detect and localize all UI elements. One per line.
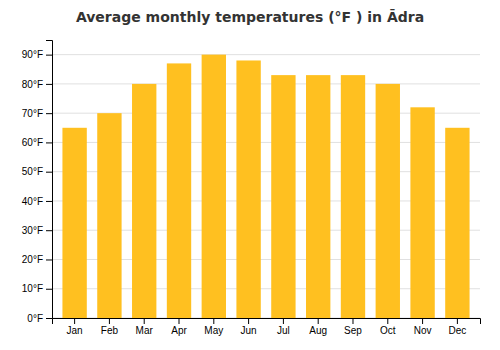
x-tick: Mar (136, 318, 154, 336)
x-tick-label: Feb (101, 325, 119, 336)
y-tick: 20°F (22, 254, 52, 265)
y-tick-mark (46, 113, 52, 114)
bar (202, 55, 226, 318)
x-tick-label: Apr (171, 325, 187, 336)
bar (97, 113, 121, 318)
y-tick: 60°F (22, 137, 52, 148)
chart: Jan Feb Mar Apr May Jun Jul Aug Sep Oct Nov Dec 0°F 1… (0, 0, 500, 350)
x-tick: Feb (101, 318, 119, 336)
y-tick-label: 50°F (22, 166, 43, 177)
grid-line (52, 54, 480, 55)
x-tick: Aug (309, 318, 327, 336)
x-tick-mark (457, 318, 458, 324)
bar (167, 63, 191, 318)
y-tick-mark (46, 172, 52, 173)
x-tick-mark (144, 318, 145, 324)
x-tick: Nov (414, 318, 432, 336)
y-tick-label: 90°F (22, 49, 43, 60)
y-axis: 0°F 10°F 20°F 30°F 40°F 50°F 60°F 70°F 80°F 90°F (22, 41, 53, 324)
bar (236, 60, 260, 318)
bar (306, 75, 330, 318)
x-tick: Jul (277, 318, 290, 336)
bar (62, 128, 86, 318)
plot: Jan Feb Mar Apr May Jun Jul Aug Sep Oct Nov Dec 0°F 1… (22, 41, 481, 337)
x-tick-label: Oct (380, 325, 396, 336)
title: Average monthly temperatures (°F ) in Ād… (76, 8, 424, 25)
grid-line (52, 83, 480, 84)
x-tick: Jan (67, 318, 83, 336)
x-tick-mark (109, 318, 110, 324)
y-tick: 10°F (22, 283, 52, 294)
y-tick-mark (46, 84, 52, 85)
y-tick-mark (46, 259, 52, 260)
y-tick: 80°F (22, 79, 52, 90)
x-tick: May (204, 318, 223, 336)
y-tick-label: 40°F (22, 196, 43, 207)
x-tick: Dec (448, 318, 466, 336)
x-tick-label: Nov (414, 325, 432, 336)
x-tick-label: Mar (136, 325, 154, 336)
x-tick-mark (387, 318, 388, 324)
bars (62, 55, 469, 318)
x-axis-line (53, 319, 481, 325)
x-tick-mark (74, 318, 75, 324)
bar (132, 84, 156, 318)
y-axis-line (46, 41, 53, 319)
y-tick: 50°F (22, 166, 52, 177)
y-tick-mark (46, 318, 52, 319)
y-tick-label: 10°F (22, 283, 43, 294)
y-tick-mark (46, 230, 52, 231)
bar (410, 107, 434, 318)
x-tick-mark (248, 318, 249, 324)
x-tick-label: Jun (241, 325, 257, 336)
bar (445, 128, 469, 318)
bar (271, 75, 295, 318)
grid (52, 55, 480, 318)
y-tick-label: 0°F (27, 313, 43, 324)
y-tick: 70°F (22, 108, 52, 119)
y-tick: 0°F (27, 313, 52, 324)
x-tick-label: Dec (448, 325, 466, 336)
x-tick-mark (179, 318, 180, 324)
x-tick-mark (318, 318, 319, 324)
x-tick-label: Sep (344, 325, 362, 336)
y-tick-label: 70°F (22, 108, 43, 119)
x-tick: Apr (171, 318, 187, 336)
y-tick-label: 30°F (22, 225, 43, 236)
bar (341, 75, 365, 318)
x-tick-mark (213, 318, 214, 324)
y-tick-mark (46, 55, 52, 56)
y-tick: 30°F (22, 225, 52, 236)
x-tick-mark (422, 318, 423, 324)
bar (376, 84, 400, 318)
y-tick-mark (46, 289, 52, 290)
y-tick: 40°F (22, 196, 52, 207)
x-tick-label: May (204, 325, 223, 336)
x-tick-label: Jan (67, 325, 83, 336)
x-tick-label: Aug (309, 325, 327, 336)
y-tick-label: 80°F (22, 79, 43, 90)
x-tick-mark (352, 318, 353, 324)
x-axis: Jan Feb Mar Apr May Jun Jul Aug Sep Oct Nov Dec (53, 318, 481, 336)
y-tick: 90°F (22, 49, 52, 60)
y-tick-mark (46, 201, 52, 202)
x-tick: Oct (380, 318, 396, 336)
x-tick: Sep (344, 318, 362, 336)
x-tick-label: Jul (277, 325, 290, 336)
x-tick-mark (283, 318, 284, 324)
y-tick-label: 60°F (22, 137, 43, 148)
y-tick-mark (46, 142, 52, 143)
x-tick: Jun (241, 318, 257, 336)
y-tick-label: 20°F (22, 254, 43, 265)
